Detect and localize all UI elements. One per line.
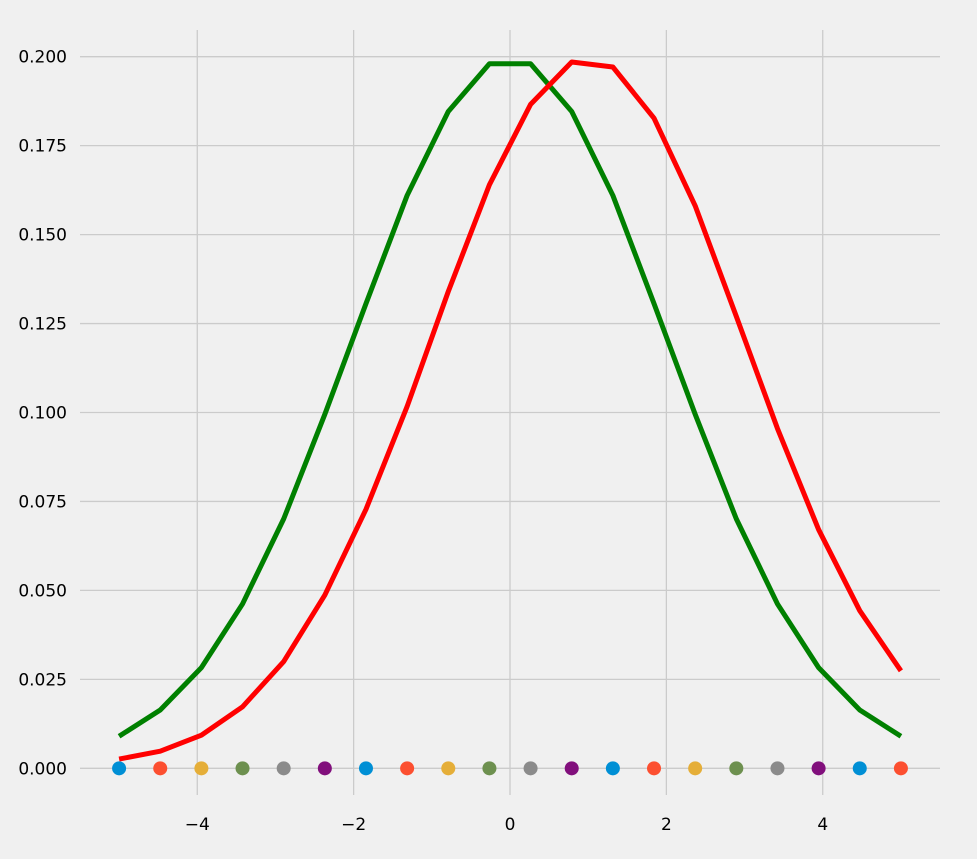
baseline-marker: [358, 761, 373, 776]
baseline-marker: [317, 761, 332, 776]
y-tick-label: 0.150: [18, 226, 67, 246]
baseline-marker: [400, 761, 415, 776]
x-tick-label: 4: [817, 815, 828, 835]
y-tick-label: 0.100: [18, 404, 67, 424]
baseline-marker: [235, 761, 250, 776]
y-tick-label: 0.125: [18, 315, 67, 335]
baseline-marker: [194, 761, 209, 776]
y-tick-label: 0.175: [18, 137, 67, 157]
baseline-marker: [112, 761, 127, 776]
y-tick-label: 0.025: [18, 670, 67, 690]
baseline-marker: [564, 761, 579, 776]
x-tick-label: 2: [661, 815, 672, 835]
baseline-marker: [276, 761, 291, 776]
baseline-marker: [852, 761, 867, 776]
y-tick-label: 0.200: [18, 48, 67, 68]
baseline-marker: [688, 761, 703, 776]
baseline-marker: [893, 761, 908, 776]
series-line-1: [117, 61, 903, 739]
baseline-marker: [482, 761, 497, 776]
y-tick-label: 0.000: [18, 759, 67, 779]
series-line-2: [118, 59, 903, 762]
y-tick-label: 0.075: [18, 492, 67, 512]
x-tick-label: 0: [505, 815, 516, 835]
x-tick-label: −4: [185, 815, 210, 835]
series-lines: [117, 59, 903, 762]
baseline-marker: [153, 761, 168, 776]
baseline-markers: [112, 761, 908, 776]
x-tick-label: −2: [341, 815, 366, 835]
y-tick-label: 0.050: [18, 581, 67, 601]
baseline-marker: [729, 761, 744, 776]
y-axis-tick-labels: 0.000 0.025 0.050 0.075 0.100 0.125 0.150 0.175…: [18, 48, 67, 780]
baseline-marker: [770, 761, 785, 776]
baseline-marker: [523, 761, 538, 776]
baseline-marker: [441, 761, 456, 776]
baseline-marker: [811, 761, 826, 776]
x-axis-tick-labels: −4 −2 0 2 4: [185, 815, 828, 835]
baseline-marker: [605, 761, 620, 776]
baseline-marker: [647, 761, 662, 776]
